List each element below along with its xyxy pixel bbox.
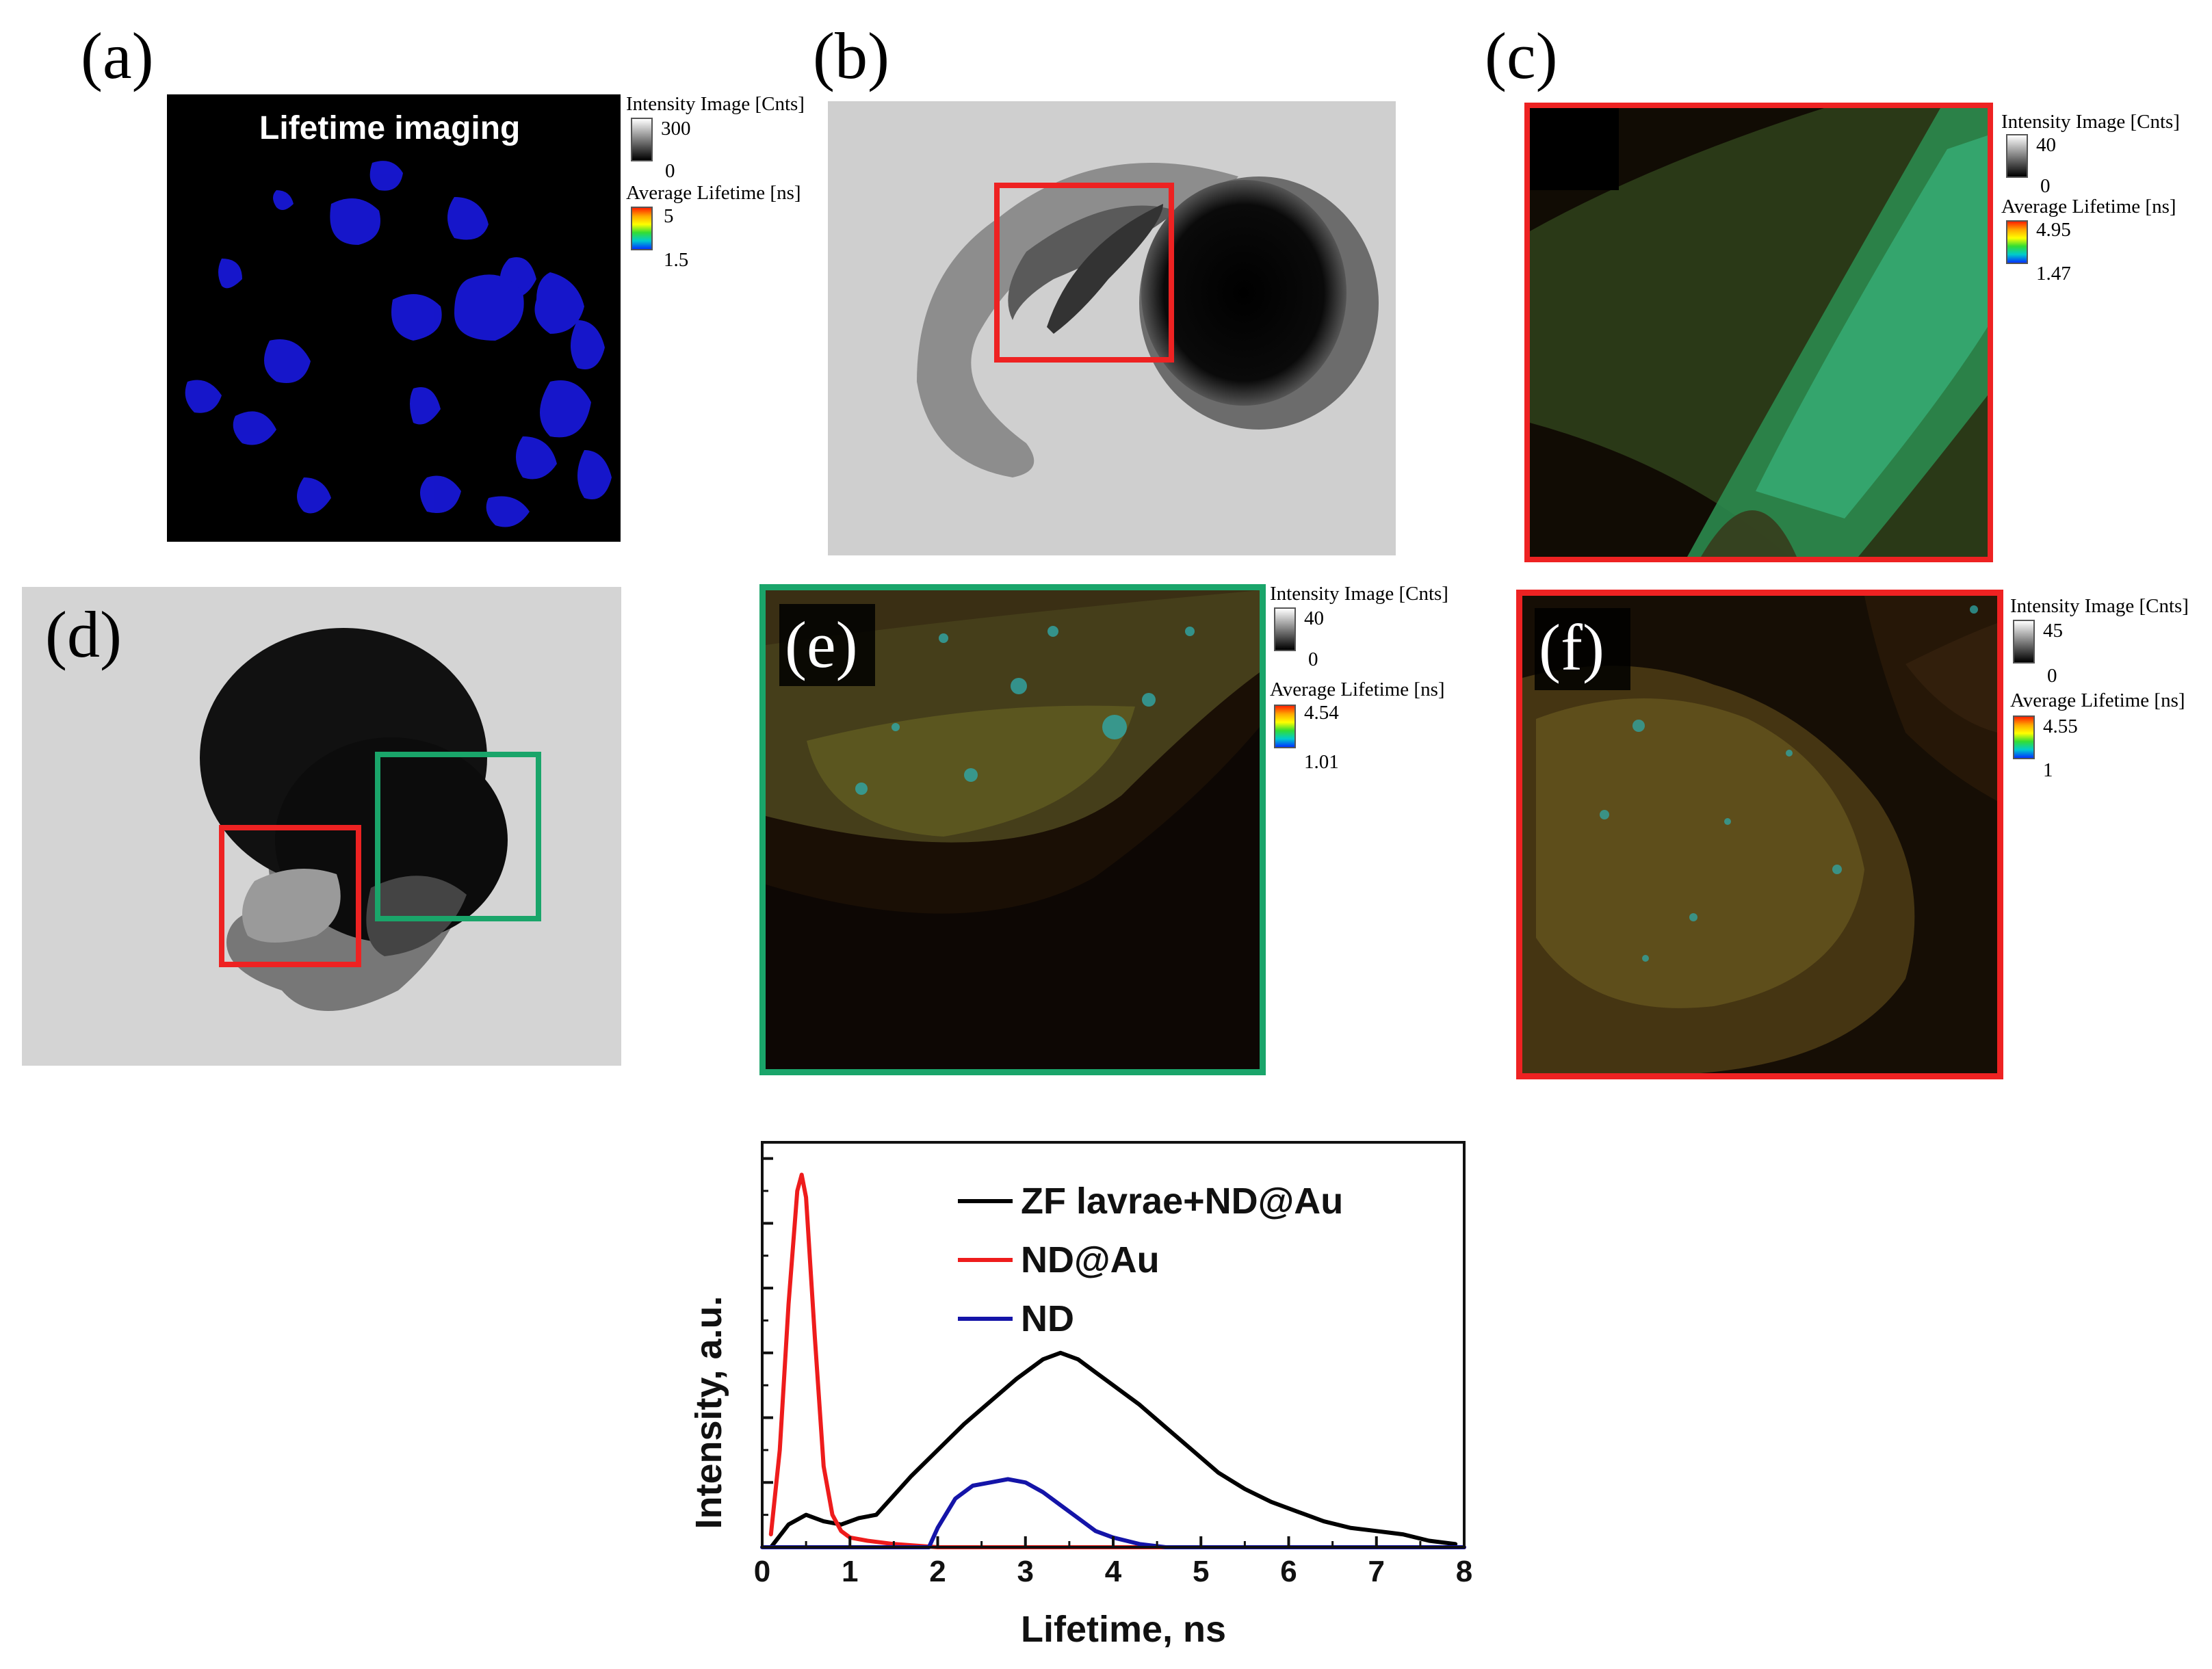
lifetime-title: Average Lifetime [ns]	[2010, 689, 2185, 711]
x-tick-label: 6	[1280, 1555, 1297, 1588]
lifetime-min: 1.47	[2036, 263, 2071, 285]
panel-f-lifetime-image: (f)	[1516, 590, 2003, 1079]
intensity-title: Intensity Image [Cnts]	[2010, 595, 2189, 617]
legend-entry: ZF lavrae+ND@Au	[1021, 1181, 1343, 1222]
intensity-max: 40	[2036, 134, 2056, 156]
x-tick-label: 8	[1456, 1555, 1472, 1588]
intensity-colorbar	[631, 118, 653, 161]
lifetime-blue-clusters	[185, 161, 612, 527]
lifetime-min: 1.5	[664, 249, 689, 271]
lifetime-imaging-overlay: Lifetime imaging	[259, 110, 521, 146]
x-tick-label: 2	[929, 1555, 946, 1588]
series-line-0	[768, 1350, 1458, 1549]
lifetime-max: 4.95	[2036, 219, 2071, 241]
lifetime-title: Average Lifetime [ns]	[2001, 196, 2176, 218]
x-tick-label: 5	[1193, 1555, 1209, 1588]
lifetime-colorbar	[2013, 715, 2035, 759]
lifetime-colorbar	[2006, 220, 2028, 264]
panel-f-label: (f)	[1539, 611, 1604, 684]
series-line-1	[768, 1172, 1466, 1549]
red-roi-box	[994, 183, 1174, 363]
lifetime-min: 1	[2043, 759, 2053, 781]
intensity-colorbar	[2006, 134, 2028, 178]
lifetime-max: 4.54	[1304, 702, 1339, 724]
lifetime-colorbar	[1274, 705, 1296, 748]
intensity-colorbar	[1274, 607, 1296, 651]
lifetime-title: Average Lifetime [ns]	[626, 182, 801, 204]
lifetime-max: 5	[664, 205, 674, 227]
panel-a-lifetime-image: Lifetime imaging	[167, 94, 621, 542]
intensity-max: 40	[1304, 607, 1324, 629]
lifetime-min: 1.01	[1304, 751, 1339, 773]
lifetime-colorbar	[631, 207, 653, 250]
panel-b-label: (b)	[813, 19, 889, 92]
intensity-title: Intensity Image [Cnts]	[626, 93, 805, 115]
lifetime-max: 4.55	[2043, 715, 2078, 737]
panel-e-label: (e)	[785, 608, 858, 681]
panel-d-label-overlay: (d)	[45, 598, 122, 671]
lifetime-chart: 0 1 2 3 4 5 6 7 8 ZF lavrae+ND@Au ND@Au ND Lifetim…	[688, 1141, 1472, 1650]
green-roi-box	[375, 752, 541, 921]
lifetime-title: Average Lifetime [ns]	[1270, 679, 1445, 700]
panel-c-lifetime-image	[1524, 103, 1993, 562]
x-tick-label: 3	[1017, 1555, 1034, 1588]
legend-entry: ND	[1021, 1298, 1074, 1339]
legend-entry: ND@Au	[1021, 1239, 1160, 1280]
panel-b-embryo-image	[828, 101, 1396, 555]
intensity-min: 0	[2040, 175, 2051, 197]
intensity-min: 0	[665, 160, 675, 182]
panel-e-lifetime-image: (e)	[759, 584, 1266, 1075]
intensity-min: 0	[2047, 665, 2057, 687]
y-axis-label: Intensity, a.u.	[688, 1296, 729, 1529]
intensity-max: 45	[2043, 620, 2063, 642]
panel-c-label: (c)	[1485, 19, 1558, 92]
intensity-colorbar	[2013, 620, 2035, 663]
x-tick-label: 0	[754, 1555, 770, 1588]
intensity-title: Intensity Image [Cnts]	[2001, 111, 2180, 133]
x-tick-label: 7	[1368, 1555, 1385, 1588]
x-tick-label: 4	[1105, 1555, 1122, 1588]
intensity-title: Intensity Image [Cnts]	[1270, 583, 1448, 605]
red-roi-box	[219, 825, 361, 967]
panel-a-label: (a)	[81, 19, 154, 92]
x-axis-label: Lifetime, ns	[1021, 1609, 1226, 1650]
intensity-min: 0	[1308, 648, 1318, 670]
x-tick-label: 1	[842, 1555, 858, 1588]
intensity-max: 300	[661, 118, 691, 140]
panel-d-embryo-image	[22, 587, 621, 1066]
